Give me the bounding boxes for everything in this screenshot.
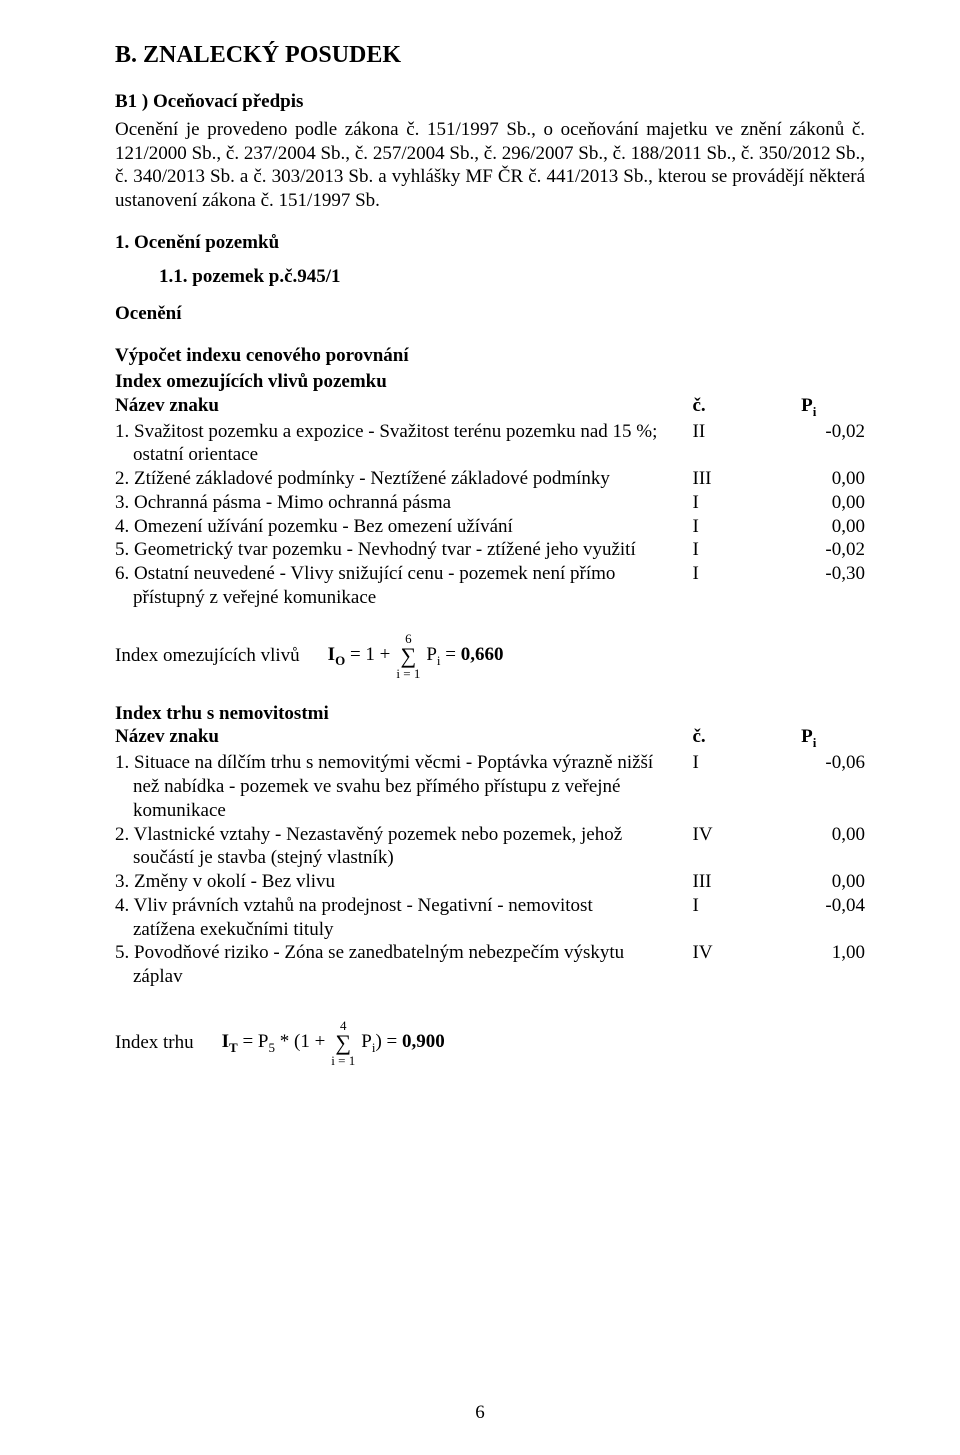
table-row: 2. Ztížené základové podmínky - Neztížen… [115, 467, 865, 491]
table-row: 4. Vliv právních vztahů na prodejnost - … [115, 894, 865, 942]
row-name: 3. Ochranná pásma - Mimo ochranná pásma [115, 491, 693, 515]
s1-subheading: 1.1. pozemek p.č.945/1 [115, 265, 865, 289]
b1-text: Ocenění je provedeno podle zákona č. 151… [115, 118, 865, 213]
row-val: 0,00 [753, 467, 866, 491]
sigma-icon: 6 ∑ i = 1 [396, 632, 420, 680]
row-name: 1. Situace na dílčím trhu s nemovitými v… [115, 751, 693, 822]
table1-col-num: č. [693, 394, 753, 420]
row-name: 3. Změny v okolí - Bez vlivu [115, 870, 693, 894]
row-name: 4. Vliv právních vztahů na prodejnost - … [115, 894, 693, 942]
row-num: I [693, 562, 753, 610]
table1-col-name: Název znaku [115, 394, 693, 420]
formula-io-rhs: Pi = 0,660 [426, 643, 503, 669]
row-num: IV [693, 823, 753, 871]
b1-heading: B1 ) Oceňovací předpis [115, 90, 865, 114]
table2: Název znaku č. Pi 1. Situace na dílčím t… [115, 725, 865, 989]
row-name: 5. Povodňové riziko - Zóna se zanedbatel… [115, 941, 693, 989]
table2-col-val: Pi [753, 725, 866, 751]
formula-io: Index omezujících vlivů IO = 1 + 6 ∑ i =… [115, 632, 865, 680]
row-num: I [693, 491, 753, 515]
table-row: 6. Ostatní neuvedené - Vlivy snižující c… [115, 562, 865, 610]
section-title: B. ZNALECKÝ POSUDEK [115, 40, 865, 70]
row-num: II [693, 420, 753, 468]
formula-it-label: Index trhu [115, 1031, 218, 1055]
row-val: -0,04 [753, 894, 866, 942]
calc-heading: Výpočet indexu cenového porovnání [115, 344, 865, 368]
table2-col-num: č. [693, 725, 753, 751]
table1-header-row: Název znaku č. Pi [115, 394, 865, 420]
table2-col-name: Název znaku [115, 725, 693, 751]
row-num: IV [693, 941, 753, 989]
table-row: 2. Vlastnické vztahy - Nezastavěný pozem… [115, 823, 865, 871]
table-row: 5. Povodňové riziko - Zóna se zanedbatel… [115, 941, 865, 989]
table-row: 5. Geometrický tvar pozemku - Nevhodný t… [115, 538, 865, 562]
row-val: -0,02 [753, 538, 866, 562]
row-val: 0,00 [753, 870, 866, 894]
row-name: 2. Vlastnické vztahy - Nezastavěný pozem… [115, 823, 693, 871]
page: B. ZNALECKÝ POSUDEK B1 ) Oceňovací předp… [0, 0, 960, 1455]
oceneni-label: Ocenění [115, 302, 865, 326]
table2-header-row: Název znaku č. Pi [115, 725, 865, 751]
row-val: 0,00 [753, 823, 866, 871]
formula-it: Index trhu IT = P5 * (1 + 4 ∑ i = 1 Pi) … [115, 1019, 865, 1067]
table-row: 3. Změny v okolí - Bez vlivuIII0,00 [115, 870, 865, 894]
s1-heading: 1. Ocenění pozemků [115, 231, 865, 255]
row-val: 0,00 [753, 491, 866, 515]
table-row: 3. Ochranná pásma - Mimo ochranná pásmaI… [115, 491, 865, 515]
table1-heading: Index omezujících vlivů pozemku [115, 370, 865, 394]
table-row: 4. Omezení užívání pozemku - Bez omezení… [115, 515, 865, 539]
formula-io-label: Index omezujících vlivů [115, 644, 324, 668]
row-val: 1,00 [753, 941, 866, 989]
row-name: 4. Omezení užívání pozemku - Bez omezení… [115, 515, 693, 539]
row-num: I [693, 894, 753, 942]
formula-io-expr: IO = 1 + [328, 643, 391, 669]
row-name: 6. Ostatní neuvedené - Vlivy snižující c… [115, 562, 693, 610]
row-val: 0,00 [753, 515, 866, 539]
table1: Název znaku č. Pi 1. Svažitost pozemku a… [115, 394, 865, 610]
row-num: III [693, 467, 753, 491]
row-num: I [693, 515, 753, 539]
table1-col-val: Pi [753, 394, 866, 420]
table-row: 1. Situace na dílčím trhu s nemovitými v… [115, 751, 865, 822]
row-name: 5. Geometrický tvar pozemku - Nevhodný t… [115, 538, 693, 562]
row-name: 2. Ztížené základové podmínky - Neztížen… [115, 467, 693, 491]
table2-heading: Index trhu s nemovitostmi [115, 702, 865, 726]
table-row: 1. Svažitost pozemku a expozice - Svažit… [115, 420, 865, 468]
row-num: III [693, 870, 753, 894]
row-name: 1. Svažitost pozemku a expozice - Svažit… [115, 420, 693, 468]
page-number: 6 [0, 1401, 960, 1425]
row-num: I [693, 751, 753, 822]
row-val: -0,02 [753, 420, 866, 468]
row-val: -0,30 [753, 562, 866, 610]
row-val: -0,06 [753, 751, 866, 822]
row-num: I [693, 538, 753, 562]
sigma-icon: 4 ∑ i = 1 [331, 1019, 355, 1067]
formula-it-rhs: Pi) = 0,900 [361, 1030, 445, 1056]
formula-it-expr: IT = P5 * (1 + [222, 1030, 326, 1056]
